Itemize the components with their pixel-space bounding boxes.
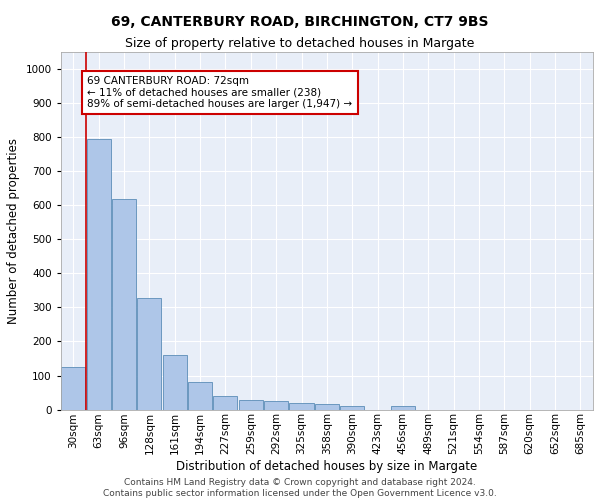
Bar xyxy=(264,401,288,409)
X-axis label: Distribution of detached houses by size in Margate: Distribution of detached houses by size … xyxy=(176,460,478,473)
Text: Size of property relative to detached houses in Margate: Size of property relative to detached ho… xyxy=(125,38,475,51)
Y-axis label: Number of detached properties: Number of detached properties xyxy=(7,138,20,324)
Bar xyxy=(86,139,111,409)
Bar xyxy=(239,400,263,409)
Text: 69, CANTERBURY ROAD, BIRCHINGTON, CT7 9BS: 69, CANTERBURY ROAD, BIRCHINGTON, CT7 9B… xyxy=(111,15,489,29)
Bar xyxy=(391,406,415,409)
Bar xyxy=(289,404,314,409)
Bar xyxy=(137,298,161,410)
Text: 69 CANTERBURY ROAD: 72sqm
← 11% of detached houses are smaller (238)
89% of semi: 69 CANTERBURY ROAD: 72sqm ← 11% of detac… xyxy=(87,76,352,109)
Bar xyxy=(188,382,212,409)
Bar xyxy=(163,355,187,410)
Text: Contains HM Land Registry data © Crown copyright and database right 2024.
Contai: Contains HM Land Registry data © Crown c… xyxy=(103,478,497,498)
Bar xyxy=(214,396,238,409)
Bar xyxy=(61,367,85,410)
Bar xyxy=(340,406,364,409)
Bar xyxy=(315,404,339,409)
Bar xyxy=(112,200,136,410)
